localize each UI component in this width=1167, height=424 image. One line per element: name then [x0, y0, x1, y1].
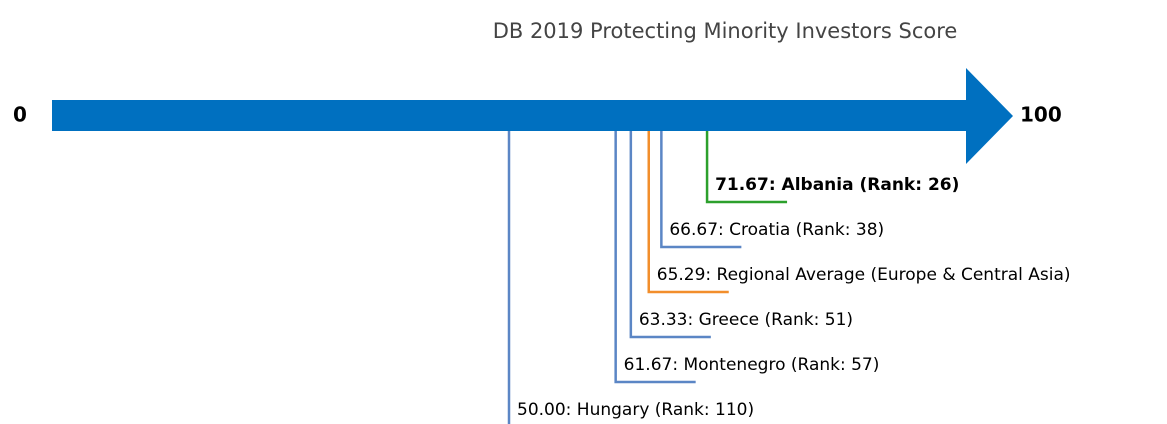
marker-line: [629, 131, 711, 339]
value-label: 65.29: Regional Average (Europe & Centra…: [657, 265, 1071, 285]
marker-line: [660, 131, 742, 249]
marker-line: [614, 131, 696, 384]
marker-line: [647, 131, 729, 294]
x-tick-label: 100: [1020, 103, 1062, 127]
marker-line: [705, 131, 788, 204]
x-tick-label: 0: [13, 103, 27, 127]
marker-line: [507, 131, 511, 424]
axis-arrow-shaft: [52, 100, 966, 131]
value-label: 66.67: Croatia (Rank: 38): [669, 220, 884, 240]
chart-title: DB 2019 Protecting Minority Investors Sc…: [493, 19, 958, 43]
value-label: 63.33: Greece (Rank: 51): [639, 310, 853, 330]
value-label: 61.67: Montenegro (Rank: 57): [624, 355, 880, 375]
value-label: 71.67: Albania (Rank: 26): [715, 175, 959, 195]
value-label: 50.00: Hungary (Rank: 110): [517, 400, 754, 420]
axis-arrow-head: [966, 68, 1013, 164]
